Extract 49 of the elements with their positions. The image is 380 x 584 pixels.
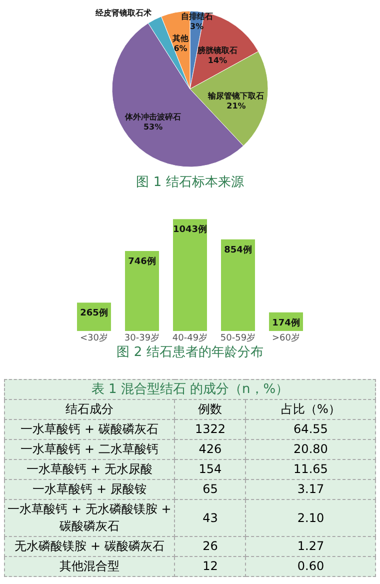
x-tick-label: 30-39岁: [124, 332, 160, 344]
data-label: 1322: [174, 420, 246, 440]
x-tick-label: <30岁: [80, 332, 108, 344]
category-label: 一水草酸钙 + 无水尿酸: [4, 460, 174, 480]
slice-label: 体外冲击波碎石: [124, 112, 182, 122]
data-label: 174例: [272, 317, 300, 328]
data-label: 1.27: [246, 536, 376, 556]
category-label: 一水草酸钙 + 二水草酸钙: [4, 440, 174, 460]
data-label: 11.65: [246, 460, 376, 480]
text: 占比（%）: [246, 400, 376, 420]
data-label: 426: [174, 440, 246, 460]
category-label: 其他混合型: [4, 556, 174, 576]
data-label: 1043例: [172, 224, 208, 236]
bar: [125, 250, 159, 331]
text: 图 2 结石患者的年龄分布: [116, 345, 264, 360]
x-tick-label: >60岁: [272, 332, 300, 344]
slice-label: 输尿管镜下取石: [207, 91, 264, 100]
data-label: 265例: [80, 308, 108, 319]
data-label: 65: [174, 480, 246, 500]
category-label: 无水磷酸镁胺 + 碳酸磷灰石: [4, 536, 174, 556]
data-label: 64.55: [246, 420, 376, 440]
category-label: 一水草酸钙 + 无水磷酸镁胺 + 碳酸磷灰石: [4, 500, 174, 536]
data-label: 53%: [143, 122, 163, 132]
data-label: 154: [174, 460, 246, 480]
slice-label: 膀胱镜取石: [196, 45, 238, 56]
slice-label: 其他: [172, 34, 190, 44]
data-label: 746例: [128, 256, 156, 267]
data-label: 21%: [226, 101, 246, 110]
x-tick-label: 50-59岁: [220, 332, 256, 344]
data-label: 43: [174, 500, 246, 536]
data-label: 14%: [208, 56, 228, 66]
bar: [221, 239, 255, 331]
x-tick-label: 40-49岁: [172, 332, 208, 344]
data-label: 12: [174, 556, 246, 576]
data-label: 6%: [174, 44, 188, 54]
category-label: 一水草酸钙 + 碳酸磷灰石: [4, 420, 174, 440]
data-label: 26: [174, 536, 246, 556]
category-label: 一水草酸钙 + 尿酸铵: [4, 480, 174, 500]
text: 结石成分: [4, 400, 174, 420]
series-label: 例数: [174, 400, 246, 420]
slice-label: 经皮肾镜取石术: [94, 8, 153, 18]
bar: [173, 219, 207, 331]
data-label: 0.60: [246, 556, 376, 576]
data-label: 854例: [224, 244, 252, 256]
data-label: 3.17: [246, 480, 376, 500]
text: 表 1 混合型结石 的成分（n，%）: [4, 380, 376, 400]
data-label: 20.80: [246, 440, 376, 460]
data-label: 2.10: [246, 500, 376, 536]
text: 图 1 结石标本来源: [136, 175, 244, 190]
